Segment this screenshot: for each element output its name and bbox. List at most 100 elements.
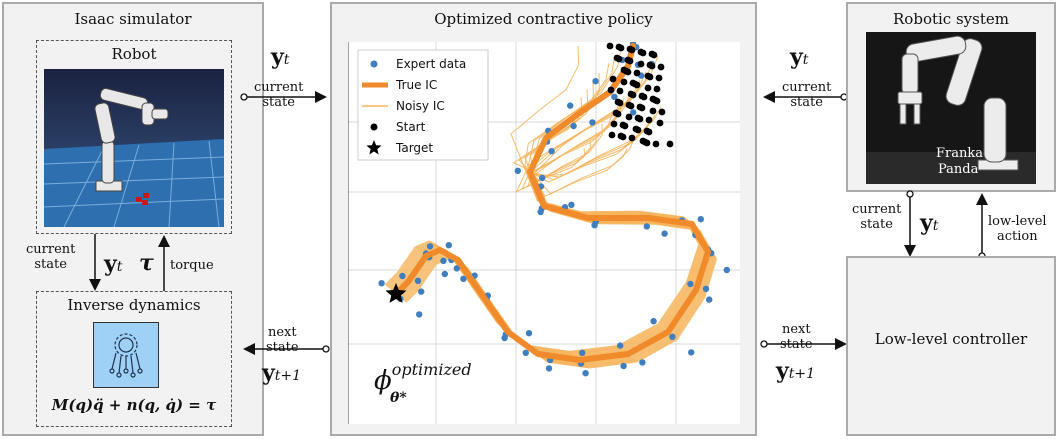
start-point — [619, 133, 627, 141]
true-ic-line — [393, 43, 711, 363]
start-point — [637, 60, 645, 68]
left-current-state-label: current state — [26, 242, 76, 272]
expert-point — [592, 78, 599, 85]
expert-point — [539, 174, 546, 182]
expert-point — [697, 216, 704, 223]
start-point — [610, 120, 618, 128]
expert-point — [620, 362, 627, 370]
expert-point — [579, 349, 586, 356]
expert-point — [545, 365, 553, 372]
expert-point — [445, 242, 452, 249]
center-out-yt1: yt+1 — [262, 360, 302, 386]
start-point — [646, 73, 654, 81]
legend-label-0: Expert data — [396, 57, 466, 71]
expert-point — [441, 270, 448, 278]
expert-point — [669, 333, 676, 340]
start-point — [621, 122, 629, 130]
expert-point — [416, 311, 423, 318]
start-point — [649, 107, 657, 115]
low-level-controller-panel: Low-level controller — [846, 256, 1056, 436]
start-point — [633, 81, 641, 89]
start-point — [617, 44, 625, 52]
expert-point — [661, 230, 668, 237]
trajectory-plot: Expert data True IC Noisy IC Start Target — [348, 42, 740, 424]
start-point — [656, 119, 664, 127]
robot-title: Robot — [111, 45, 157, 63]
center-out-label: next state — [266, 325, 299, 355]
expert-point — [414, 277, 422, 284]
expert-point — [440, 257, 447, 264]
expert-point — [568, 201, 575, 208]
expert-point — [426, 243, 434, 250]
start-point — [624, 68, 632, 76]
expert-point — [611, 93, 618, 100]
controller-title: Low-level controller — [874, 330, 1028, 348]
start-point — [609, 75, 617, 83]
left-center-arrows — [240, 91, 330, 355]
start-point — [650, 51, 658, 59]
expert-point — [617, 342, 624, 349]
start-point — [639, 49, 647, 57]
start-point — [653, 85, 661, 93]
isaac-simulator-title: Isaac simulator — [74, 10, 192, 28]
expert-point — [650, 318, 657, 325]
start-point — [628, 46, 636, 54]
target-star — [385, 283, 407, 303]
franka-photo: Franka Panda — [866, 32, 1036, 184]
inverse-dynamics-title: Inverse dynamics — [67, 296, 201, 314]
franka-label: Franka — [936, 146, 983, 161]
expert-point — [522, 349, 529, 356]
start-point — [655, 74, 663, 82]
legend-start-marker — [370, 123, 378, 131]
isaac-simulator-panel: Isaac simulator Robot — [2, 2, 264, 436]
expert-point — [570, 122, 577, 130]
left-yt-symbol: yt — [104, 251, 123, 277]
expert-point — [589, 119, 596, 126]
right-out-label: next state — [780, 322, 813, 352]
expert-point — [567, 102, 574, 109]
expert-point — [630, 109, 637, 116]
expert-point — [399, 272, 406, 280]
right-yt-symbol: yt — [920, 210, 939, 236]
robotic-system-panel: Robotic system Franka Panda — [846, 2, 1056, 192]
expert-point — [460, 275, 467, 282]
right-out-yt1: yt+1 — [776, 358, 816, 384]
start-point — [625, 113, 633, 121]
expert-point — [453, 265, 460, 272]
left-vertical-arrows — [89, 234, 170, 291]
policy-title: Optimized contractive policy — [434, 10, 653, 28]
start-point — [608, 131, 616, 139]
start-point — [653, 97, 661, 105]
start-point — [645, 128, 653, 136]
right-in-label: current state — [782, 80, 832, 110]
expert-point — [643, 223, 650, 230]
tau-symbol: τ — [139, 250, 154, 276]
expert-point — [525, 330, 533, 337]
robot-box: Robot — [36, 40, 232, 234]
start-point — [616, 87, 624, 95]
center-in-label: current state — [254, 80, 304, 110]
right-current-state-label: current state — [852, 202, 902, 232]
start-point — [607, 86, 615, 94]
expert-point — [688, 349, 695, 356]
legend-label-1: True IC — [395, 78, 437, 92]
robot-sim-render — [44, 69, 224, 227]
start-point — [640, 93, 648, 101]
start-point — [657, 63, 665, 71]
start-point — [606, 42, 614, 50]
start-point — [616, 99, 624, 107]
expert-point — [639, 359, 646, 366]
start-point — [652, 140, 660, 148]
torque-label: torque — [170, 258, 214, 273]
dynamics-equation: M(q)q̈ + n(q, q̇) = τ — [51, 396, 217, 414]
legend-label-4: Target — [395, 141, 433, 155]
legend-box — [357, 49, 489, 161]
start-point — [644, 84, 652, 92]
start-point — [627, 102, 635, 110]
start-point — [666, 140, 674, 148]
start-point — [658, 108, 666, 116]
start-point — [645, 116, 653, 124]
start-point — [620, 78, 628, 86]
center-in-yt: yt — [271, 44, 290, 70]
legend-target-marker — [366, 140, 382, 155]
